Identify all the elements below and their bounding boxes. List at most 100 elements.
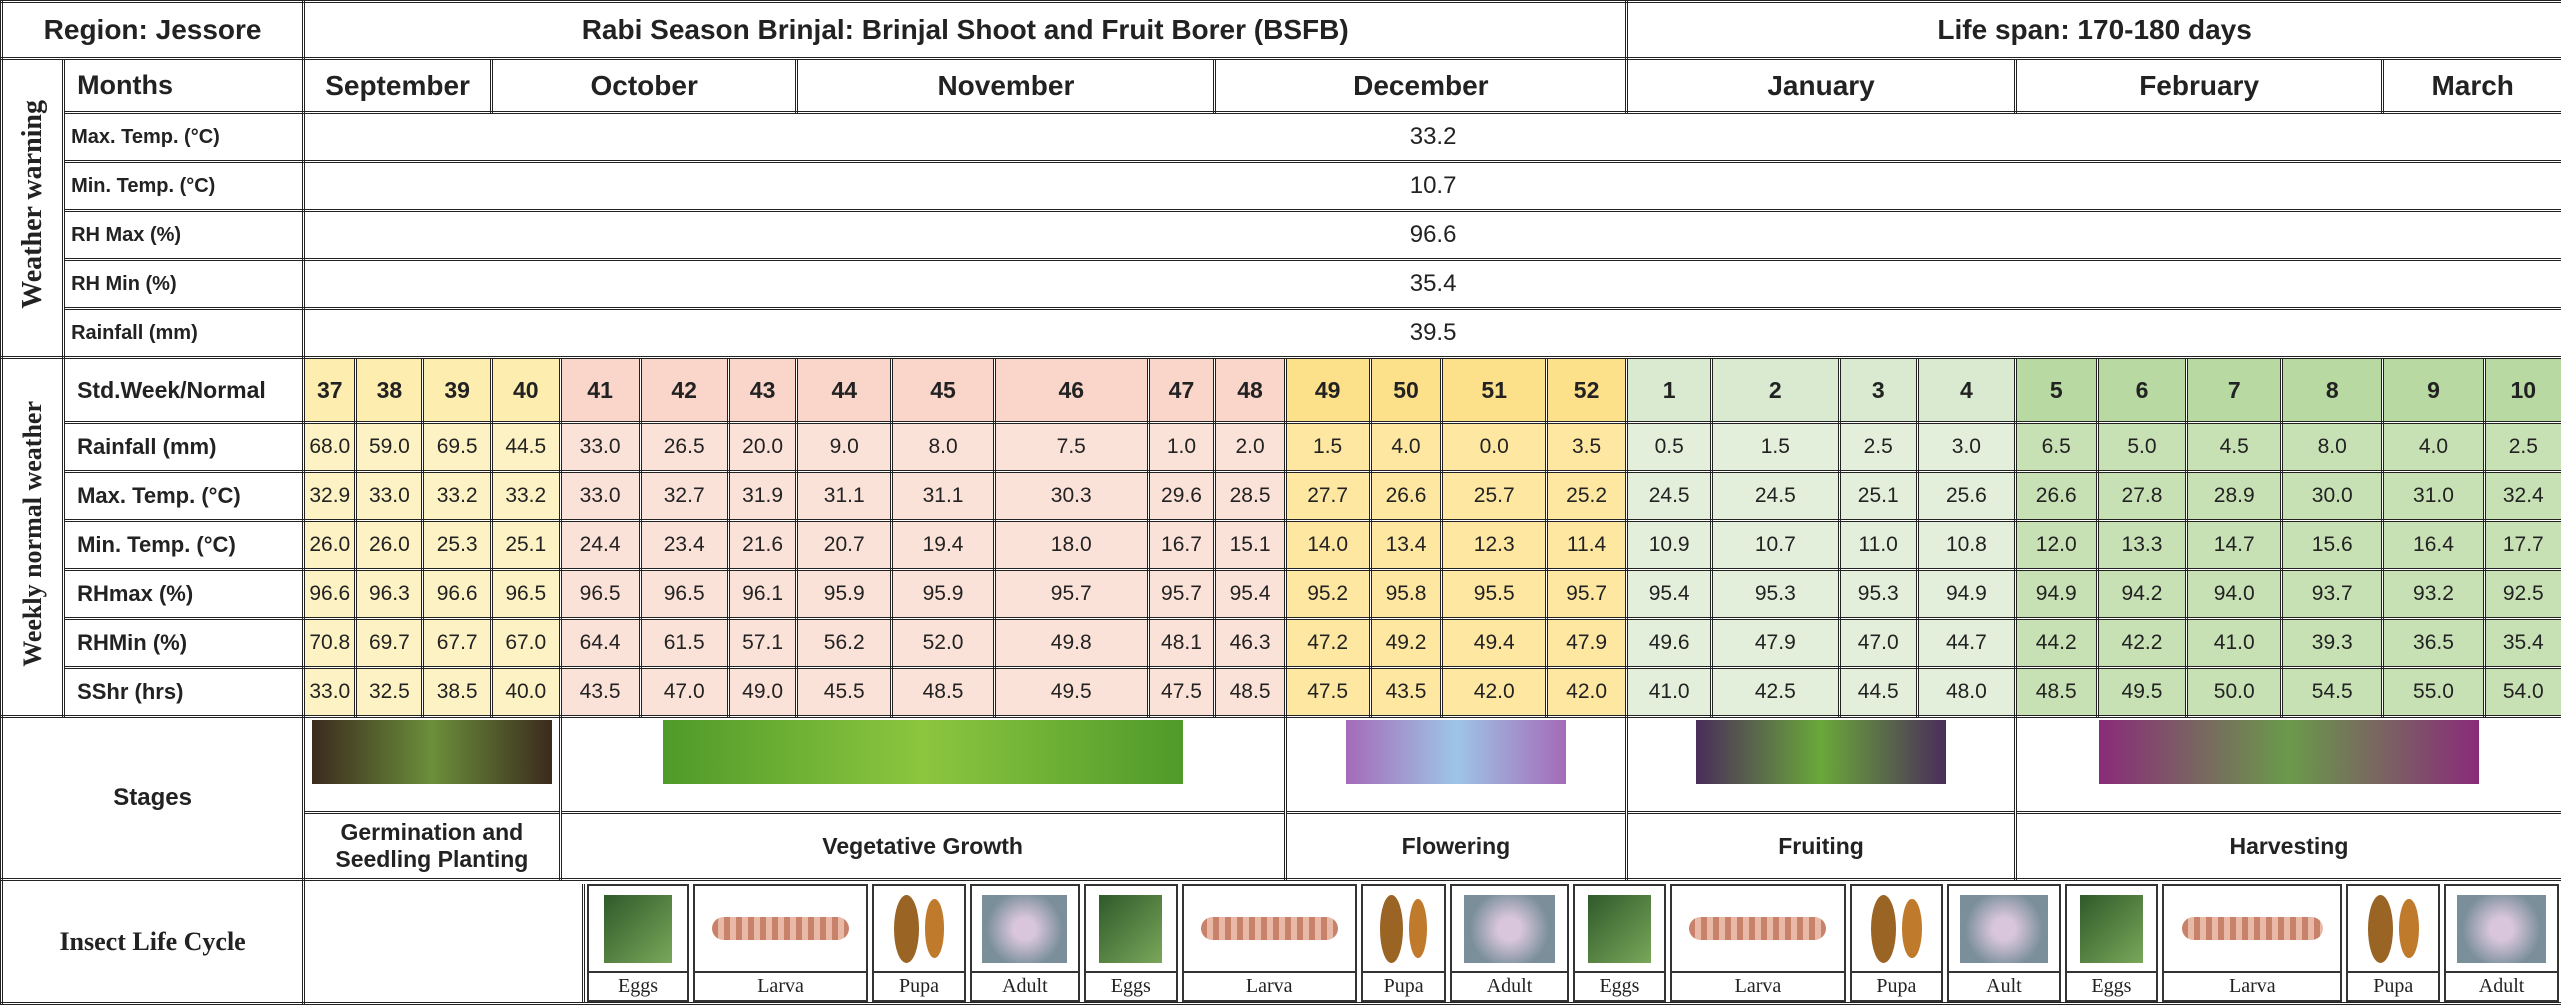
weekly-value: 50.0 (2187, 668, 2282, 717)
weekly-value: 25.1 (1839, 472, 1917, 521)
insect-label: Insect Life Cycle (2, 880, 304, 1004)
weekly-value: 15.6 (2282, 521, 2383, 570)
weekly-value: 26.6 (1370, 472, 1442, 521)
insect-stage: Eggs (2065, 884, 2159, 1002)
weekly-value: 95.7 (1148, 570, 1215, 619)
weekly-value: 44.5 (1839, 668, 1917, 717)
insect-image (695, 886, 866, 971)
table-row: Stages (2, 717, 2561, 813)
week: 44 (797, 358, 892, 423)
weekly-value: 28.5 (1215, 472, 1285, 521)
weekly-value: 96.6 (423, 570, 492, 619)
weekly-value: 46.3 (1215, 619, 1285, 668)
weekly-value: 43.5 (1370, 668, 1442, 717)
stage-image (663, 720, 1183, 784)
weekly-value: 57.1 (728, 619, 797, 668)
weekly-value: 47.9 (1546, 619, 1626, 668)
insect-shape (1902, 899, 1922, 959)
weekly-value: 29.6 (1148, 472, 1215, 521)
table-row: Max. Temp. (°C)33.2 (2, 113, 2561, 162)
stage-image-cell (1285, 717, 1627, 813)
week: 45 (892, 358, 995, 423)
insect-stage-label: Ault (1949, 971, 2058, 1000)
month: October (491, 59, 796, 113)
weekly-value: 11.4 (1546, 521, 1626, 570)
weekly-value: 48.1 (1148, 619, 1215, 668)
week: 8 (2282, 358, 2383, 423)
side-label: Weather warning (2, 59, 64, 358)
insect-stage-label: Larva (1672, 971, 1843, 1000)
weekly-value: 59.0 (356, 423, 423, 472)
stage-image-cell (2015, 717, 2561, 813)
weekly-value: 10.9 (1627, 521, 1712, 570)
month: March (2383, 59, 2561, 113)
insect-stage: Adult (970, 884, 1080, 1002)
weekly-value: 23.4 (640, 521, 728, 570)
insect-stage: Larva (2162, 884, 2342, 1002)
weekly-value: 49.5 (994, 668, 1148, 717)
insect-shape (1099, 895, 1162, 963)
insect-image (1852, 886, 1942, 971)
weekly-label: SShr (hrs) (64, 668, 304, 717)
weekly-value: 47.2 (1285, 619, 1370, 668)
week: 6 (2097, 358, 2187, 423)
insect-stage: Eggs (1573, 884, 1667, 1002)
insect-image (874, 886, 964, 971)
side-label-text: Weather warning (17, 100, 49, 309)
weekly-value: 33.2 (423, 472, 492, 521)
weekly-value: 67.0 (491, 619, 560, 668)
weekly-value: 95.4 (1215, 570, 1285, 619)
insect-shape (1588, 895, 1651, 963)
insect-shape (925, 899, 945, 959)
weekly-value: 26.0 (304, 521, 356, 570)
weekly-value: 2.5 (2484, 423, 2561, 472)
weekly-value: 24.5 (1712, 472, 1839, 521)
weekly-value: 95.5 (1442, 570, 1547, 619)
insect-image (1086, 886, 1176, 971)
insect-image (589, 886, 687, 971)
weekly-value: 16.4 (2383, 521, 2484, 570)
insect-stage-label: Eggs (1575, 971, 1665, 1000)
weekly-value: 49.2 (1370, 619, 1442, 668)
table-row: RH Min (%)35.4 (2, 260, 2561, 309)
week: 49 (1285, 358, 1370, 423)
week: 4 (1917, 358, 2015, 423)
weekly-value: 69.7 (356, 619, 423, 668)
weekly-value: 8.0 (892, 423, 995, 472)
weekly-value: 95.3 (1712, 570, 1839, 619)
insect-shape (604, 895, 673, 963)
insect-stage-label: Pupa (874, 971, 964, 1000)
weekly-value: 42.5 (1712, 668, 1839, 717)
weekly-value: 15.1 (1215, 521, 1285, 570)
stage-image (312, 720, 552, 784)
stage-image-cell (1627, 717, 2016, 813)
stage-name: Fruiting (1627, 813, 2016, 880)
insect-stage-label: Eggs (2067, 971, 2157, 1000)
weekly-value: 48.0 (1917, 668, 2015, 717)
weekly-value: 48.5 (2015, 668, 2097, 717)
weekly-value: 30.0 (2282, 472, 2383, 521)
stage-image (1696, 720, 1946, 784)
weekly-value: 31.9 (728, 472, 797, 521)
weekly-value: 26.0 (356, 521, 423, 570)
week: 46 (994, 358, 1148, 423)
weekly-value: 55.0 (2383, 668, 2484, 717)
week: 43 (728, 358, 797, 423)
warning-label: RH Max (%) (64, 211, 304, 260)
weekly-value: 44.7 (1917, 619, 2015, 668)
weekly-value: 48.5 (1215, 668, 1285, 717)
insect-shape (1689, 917, 1826, 939)
insect-stage: Pupa (1850, 884, 1944, 1002)
insect-image (2446, 886, 2557, 971)
week: 51 (1442, 358, 1547, 423)
weekly-value: 47.9 (1712, 619, 1839, 668)
warning-label: RH Min (%) (64, 260, 304, 309)
weekly-label: RHMin (%) (64, 619, 304, 668)
weekly-value: 49.8 (994, 619, 1148, 668)
weekly-label: RHmax (%) (64, 570, 304, 619)
insect-shape (1464, 895, 1555, 963)
